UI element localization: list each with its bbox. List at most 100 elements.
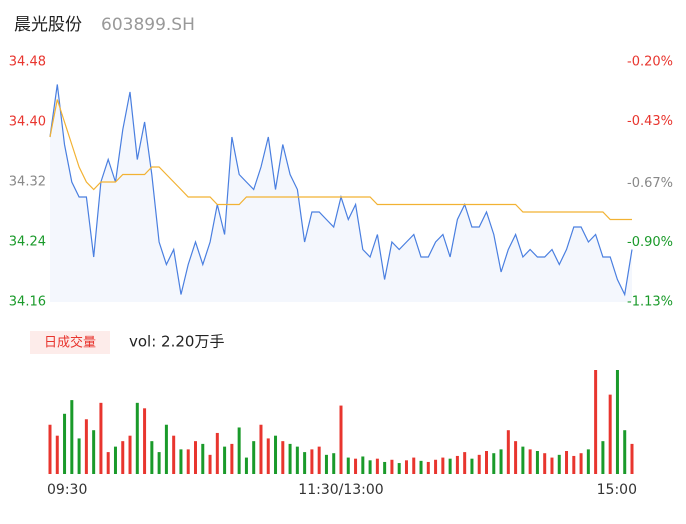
y-tick-label: 34.24	[9, 235, 46, 250]
volume-bar	[48, 424, 52, 474]
volume-bar	[630, 443, 634, 474]
y-tick-label: 34.40	[9, 115, 46, 130]
volume-title-bg	[30, 331, 110, 354]
volume-bar	[106, 452, 110, 474]
volume-bar	[172, 435, 176, 474]
volume-bar	[448, 458, 452, 474]
volume-bar	[223, 446, 227, 474]
volume-bar	[259, 424, 263, 474]
volume-bar	[397, 463, 401, 474]
volume-bar	[412, 457, 416, 474]
volume-bar	[477, 454, 481, 474]
volume-bar	[55, 435, 59, 474]
volume-bar	[274, 435, 278, 474]
volume-bar	[383, 461, 387, 474]
volume-bar	[455, 455, 459, 474]
volume-bar	[572, 455, 576, 474]
volume-bar	[528, 449, 532, 474]
volume-bar	[419, 460, 423, 474]
volume-bar	[346, 457, 350, 474]
series-line	[49, 99, 632, 221]
volume-bar	[281, 441, 285, 474]
volume-bar	[157, 452, 161, 474]
volume-bar	[601, 441, 605, 474]
volume-bar	[179, 449, 183, 474]
volume-bar	[579, 453, 583, 474]
volume-bar	[485, 451, 488, 474]
volume-bar	[92, 430, 96, 474]
y2-tick-label: -0.43%	[627, 114, 673, 129]
volume-subtitle: vol: 2.20万手	[129, 333, 224, 351]
volume-bar	[535, 451, 539, 474]
volume-bar	[375, 458, 379, 474]
volume-bar	[135, 402, 139, 474]
volume-bar	[557, 454, 561, 474]
volume-bar	[266, 438, 270, 474]
x-tick-label: 15:00	[597, 482, 637, 498]
stock-code: 603899.SH	[101, 15, 195, 35]
y-tick-label: 34.32	[9, 175, 46, 190]
volume-bar	[586, 449, 590, 474]
volume-bar	[354, 458, 358, 474]
volume-bar	[244, 457, 248, 474]
volume-bar	[128, 435, 132, 474]
volume-bar	[514, 441, 518, 474]
volume-bar	[252, 441, 256, 474]
volume-bar	[208, 454, 212, 474]
volume-bar	[543, 453, 547, 474]
volume-bar	[404, 460, 408, 474]
volume-bar	[608, 394, 612, 474]
volume-bar	[143, 408, 147, 474]
volume-bar	[470, 458, 474, 474]
y-tick-label: 34.16	[9, 295, 46, 310]
volume-bar	[150, 441, 154, 474]
volume-bar	[506, 430, 510, 474]
volume-bar	[550, 457, 554, 474]
volume-bar	[565, 451, 569, 474]
volume-bar	[84, 419, 88, 474]
volume-bar	[113, 446, 117, 474]
volume-bar	[295, 446, 299, 474]
volume-bar	[441, 457, 445, 474]
x-tick-label: 09:30	[47, 482, 87, 498]
volume-bar	[186, 449, 190, 474]
stock-name: 晨光股份	[14, 15, 82, 35]
volume-bar	[99, 402, 103, 474]
volume-bar	[434, 459, 438, 474]
y2-tick-label: -0.90%	[627, 235, 673, 250]
y2-tick-label: -0.20%	[627, 55, 673, 70]
volume-title: 日成交量	[44, 335, 96, 351]
volume-bar	[492, 453, 496, 474]
volume-bar	[623, 430, 627, 474]
volume-bar	[521, 446, 525, 474]
volume-bar	[499, 449, 503, 474]
volume-bar	[230, 443, 234, 474]
y2-tick-label: -0.67%	[627, 176, 673, 191]
volume-bar	[390, 459, 394, 474]
volume-bar	[288, 443, 292, 474]
volume-bar	[201, 443, 205, 474]
volume-bar	[310, 449, 314, 474]
volume-bar	[77, 438, 81, 474]
volume-bar	[615, 370, 619, 474]
volume-bar	[194, 441, 197, 474]
volume-bar	[303, 452, 307, 474]
volume-bar	[368, 460, 372, 474]
volume-bar	[317, 446, 321, 474]
volume-bar	[215, 432, 219, 474]
volume-bar	[426, 461, 430, 474]
volume-bar	[594, 370, 598, 474]
price-area	[50, 84, 632, 302]
y2-tick-label: -1.13%	[627, 295, 673, 310]
volume-bar	[332, 453, 336, 474]
volume-bar	[63, 413, 67, 474]
volume-bar	[164, 424, 168, 474]
volume-bar	[237, 427, 241, 474]
volume-bar	[463, 452, 467, 474]
volume-bar	[70, 400, 74, 474]
y-tick-label: 34.48	[9, 55, 46, 70]
volume-bar	[339, 405, 343, 474]
volume-bar	[324, 454, 328, 474]
